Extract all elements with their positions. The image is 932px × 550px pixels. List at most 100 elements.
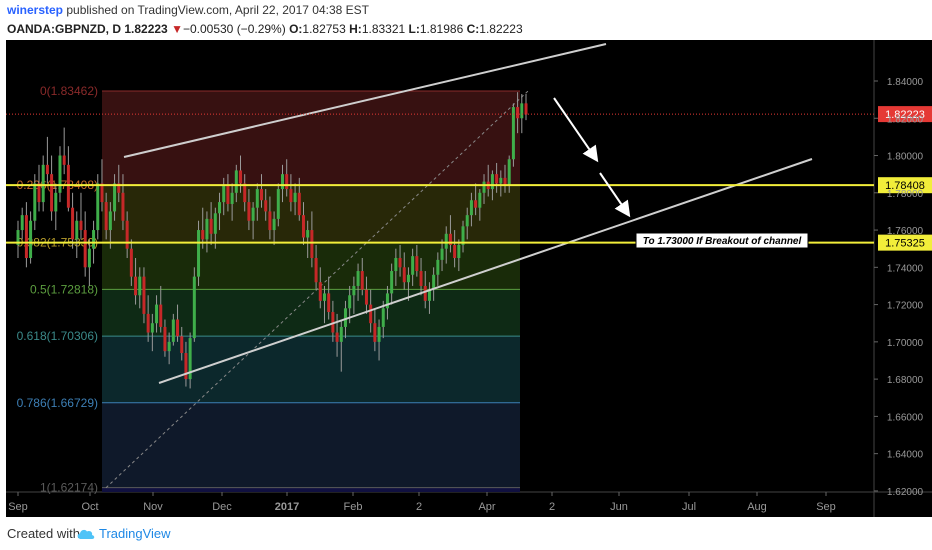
candle-body (377, 326, 381, 342)
candle-body (352, 285, 356, 296)
candle-body (436, 259, 440, 275)
candle-body (218, 202, 222, 214)
candle-body (524, 103, 528, 115)
candle-body (339, 326, 343, 342)
candle-body (411, 256, 415, 275)
chart-header: winerstep published on TradingView.com, … (0, 0, 932, 40)
candle-body (503, 177, 507, 186)
candle-body (457, 244, 461, 259)
candle-body (142, 276, 146, 314)
y-tick-label: 1.70000 (887, 338, 924, 349)
candle-body (83, 230, 87, 268)
brand-label: TradingView (99, 526, 171, 541)
symbol-line: OANDA:GBPNZD, D 1.82223 ▼−0.00530 (−0.29… (7, 22, 523, 36)
created-with-label: Created with (7, 526, 80, 541)
close-label: C: (466, 22, 480, 36)
y-tick-label: 1.72000 (887, 301, 924, 312)
channel-lower-line (158, 158, 813, 384)
price-chart[interactable]: 0(1.83462)0.236(1.78408)0.382(1.75330)0.… (6, 40, 932, 517)
candle-body (16, 230, 20, 245)
candle-body (314, 258, 318, 283)
fib-zone (102, 402, 520, 488)
x-tick-label: Sep (816, 501, 836, 513)
candle-body (293, 192, 297, 203)
candle-body (125, 220, 129, 249)
candle-body (176, 319, 180, 337)
tradingview-logo[interactable]: TradingView (76, 526, 171, 541)
fib-level-label: 0.786(1.66729) (17, 396, 98, 410)
down-arrow-icon: ▼ (171, 22, 183, 36)
last-price: 1.82223 (124, 22, 168, 36)
candle-body (75, 220, 79, 240)
x-tick-label: Nov (143, 501, 163, 513)
y-tick-label: 1.80000 (887, 152, 924, 163)
candle-body (390, 271, 394, 294)
x-tick-label: 2017 (275, 501, 299, 513)
fib-trend-line (105, 90, 529, 489)
candle-body (364, 289, 368, 305)
support-price-label: 1.75325 (885, 238, 925, 250)
candle-body (146, 313, 150, 333)
candle-body (45, 164, 49, 175)
support-price-tag (878, 177, 932, 194)
candle-body (163, 326, 167, 352)
footer: Created with TradingView (0, 517, 932, 550)
open-value: 1.82753 (302, 22, 346, 36)
candle-body (394, 258, 398, 272)
candle-body (100, 183, 104, 203)
y-tick-label: 1.68000 (887, 375, 924, 386)
candle-body (432, 274, 436, 290)
chart-area[interactable]: 0(1.83462) 0.236(1.78408) 0.382(1.75330) 0.… (6, 40, 932, 517)
candle-body (230, 192, 234, 204)
candle-body (276, 189, 280, 219)
candle-body (482, 181, 486, 193)
channel-upper-line (123, 43, 607, 158)
candle-body (167, 341, 171, 352)
author-link[interactable]: winerstep (7, 3, 64, 17)
x-tick-label: Apr (478, 501, 495, 513)
cloud-icon (77, 529, 95, 539)
price-change: −0.00530 (−0.29%) (182, 22, 286, 36)
candle-body (373, 323, 377, 342)
x-tick-label: 2 (416, 501, 422, 513)
fib-level-label: 0.618(1.70306) (17, 329, 98, 343)
candle-body (121, 192, 125, 221)
high-label: H: (349, 22, 362, 36)
candle-body (134, 276, 138, 296)
candle-body (188, 338, 192, 380)
low-label: L: (408, 22, 420, 36)
fib-zone (102, 91, 520, 186)
candle-body (507, 159, 511, 186)
candle-body (213, 213, 217, 234)
candle-body (239, 170, 243, 184)
candle-body (113, 183, 117, 212)
candle-body (108, 211, 112, 231)
candle-body (79, 220, 83, 231)
candle-body (272, 218, 276, 231)
candle-body (385, 293, 389, 309)
support-price-label: 1.78408 (885, 180, 925, 192)
candle-body (440, 248, 444, 260)
candle-body (423, 285, 427, 301)
candle-body (465, 215, 469, 227)
candle-body (104, 202, 108, 231)
candle-body (92, 230, 96, 249)
candle-body (478, 192, 482, 208)
x-tick-label: 2 (549, 501, 555, 513)
candle-body (381, 308, 385, 327)
candle-body (180, 336, 184, 354)
candle-body (33, 183, 37, 221)
y-tick-label: 1.82000 (887, 114, 924, 125)
symbol-label: OANDA:GBPNZD, D (7, 22, 121, 36)
high-value: 1.83321 (361, 22, 406, 36)
candle-body (335, 332, 339, 342)
fib-zone (102, 336, 520, 403)
candle-body (343, 308, 347, 327)
candle-body (255, 189, 259, 208)
x-tick-label: Jun (610, 501, 628, 513)
candle-body (71, 207, 75, 240)
candle-body (117, 183, 121, 193)
candle-body (171, 319, 175, 342)
candle-body (58, 155, 62, 193)
low-value: 1.81986 (419, 22, 464, 36)
